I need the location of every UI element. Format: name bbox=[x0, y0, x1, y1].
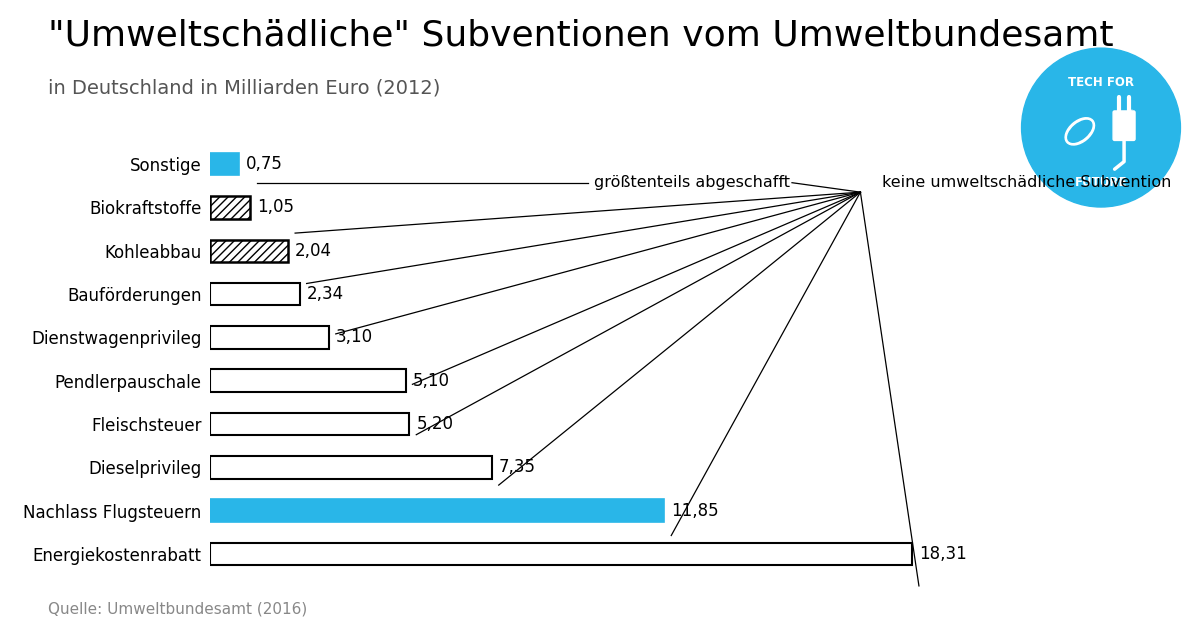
Text: 11,85: 11,85 bbox=[671, 501, 719, 520]
Bar bbox=[210, 543, 912, 565]
Ellipse shape bbox=[1066, 118, 1094, 145]
Bar bbox=[210, 500, 665, 522]
Bar bbox=[210, 370, 406, 392]
Text: Quelle: Umweltbundesamt (2016): Quelle: Umweltbundesamt (2016) bbox=[48, 601, 307, 616]
Text: 2,34: 2,34 bbox=[307, 285, 343, 303]
Bar bbox=[210, 239, 288, 262]
Text: 5,20: 5,20 bbox=[416, 415, 454, 433]
Text: ⚡: ⚡ bbox=[1116, 110, 1134, 134]
Bar bbox=[210, 413, 409, 435]
Text: in Deutschland in Milliarden Euro (2012): in Deutschland in Milliarden Euro (2012) bbox=[48, 79, 440, 98]
Text: 18,31: 18,31 bbox=[919, 545, 967, 563]
Text: 2,04: 2,04 bbox=[295, 242, 332, 260]
Text: TECH FOR: TECH FOR bbox=[1068, 76, 1134, 89]
Text: größtenteils abgeschafft: größtenteils abgeschafft bbox=[594, 175, 790, 190]
Bar bbox=[210, 456, 492, 479]
Text: 0,75: 0,75 bbox=[246, 155, 282, 173]
Text: 3,10: 3,10 bbox=[336, 328, 373, 347]
Bar bbox=[210, 153, 239, 175]
Bar bbox=[210, 326, 329, 348]
Bar bbox=[210, 283, 300, 306]
Text: keine umweltschädliche Subvention: keine umweltschädliche Subvention bbox=[882, 175, 1171, 190]
Circle shape bbox=[1021, 48, 1181, 207]
Ellipse shape bbox=[1068, 120, 1092, 142]
Text: 7,35: 7,35 bbox=[499, 459, 535, 476]
Text: 5,10: 5,10 bbox=[413, 372, 450, 390]
Text: "Umweltschädliche" Subventionen vom Umweltbundesamt: "Umweltschädliche" Subventionen vom Umwe… bbox=[48, 19, 1114, 53]
Text: FUTURE: FUTURE bbox=[1075, 176, 1127, 188]
Bar bbox=[210, 196, 251, 219]
FancyBboxPatch shape bbox=[1114, 111, 1135, 140]
Text: 1,05: 1,05 bbox=[257, 198, 294, 217]
